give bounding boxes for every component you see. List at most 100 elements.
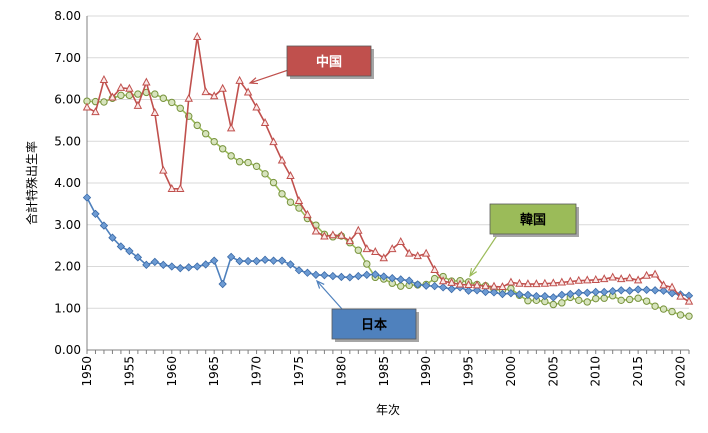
- data-point: [252, 256, 261, 266]
- data-point: [642, 297, 651, 305]
- data-point: [600, 287, 609, 297]
- data-point: [184, 263, 193, 272]
- data-point: [447, 277, 456, 286]
- data-point: [151, 90, 159, 98]
- x-tick-label: 1970: [250, 356, 264, 387]
- data-point: [371, 247, 380, 255]
- series-line: [86, 36, 690, 303]
- data-point: [116, 82, 126, 91]
- data-point: [133, 253, 143, 262]
- data-point: [583, 298, 591, 306]
- data-point: [659, 280, 668, 289]
- data-point: [226, 123, 236, 132]
- data-point: [116, 242, 126, 251]
- data-point: [243, 87, 253, 96]
- data-point: [328, 271, 338, 281]
- y-tick-label: 1.00: [54, 301, 81, 315]
- data-point: [311, 226, 321, 235]
- data-point: [286, 260, 295, 269]
- y-tick-labels: 0.00 1.00 2.00 3.00 4.00 5.00 6.00 7.00 8.00: [54, 9, 81, 357]
- x-tick-label: 2010: [589, 356, 603, 387]
- data-point: [608, 272, 617, 281]
- x-tick-label: 1980: [334, 356, 348, 387]
- data-point: [540, 291, 550, 301]
- data-point: [159, 165, 168, 174]
- data-point: [430, 264, 439, 273]
- data-point: [616, 274, 626, 283]
- data-point: [549, 278, 558, 287]
- data-point: [108, 92, 117, 101]
- data-point: [396, 275, 405, 284]
- data-point: [625, 286, 634, 295]
- series-layer: [82, 32, 694, 320]
- data-point: [167, 262, 176, 271]
- data-point: [515, 290, 524, 299]
- data-point: [599, 274, 609, 283]
- data-point: [617, 286, 626, 295]
- data-point: [269, 137, 278, 146]
- data-point: [455, 279, 465, 288]
- data-point: [218, 83, 227, 92]
- callout: 日本: [315, 279, 419, 342]
- data-point: [379, 253, 388, 262]
- x-tick-label: 1965: [207, 356, 221, 387]
- data-point: [421, 248, 431, 257]
- data-point: [583, 288, 592, 297]
- data-point: [260, 118, 270, 126]
- data-point: [642, 270, 651, 279]
- data-point: [379, 272, 388, 281]
- data-point: [489, 281, 499, 290]
- callout-box: [286, 45, 372, 77]
- data-point: [371, 270, 380, 279]
- axes: [86, 16, 690, 354]
- series-diamond: [82, 193, 694, 302]
- data-point: [667, 289, 677, 298]
- callout-label: 日本: [361, 317, 387, 333]
- data-point: [82, 193, 92, 202]
- data-point: [642, 285, 651, 295]
- data-point: [523, 279, 533, 288]
- callout-arrowhead: [315, 279, 325, 289]
- x-axis-title: 年次: [376, 403, 400, 417]
- data-point: [320, 271, 329, 280]
- data-point: [515, 278, 524, 287]
- data-point: [294, 196, 304, 205]
- data-point: [201, 87, 210, 96]
- data-point: [472, 286, 482, 295]
- data-point: [617, 296, 625, 305]
- data-point: [591, 274, 600, 283]
- data-point: [176, 264, 185, 273]
- data-point: [575, 296, 583, 305]
- x-tick-label: 1990: [419, 356, 433, 387]
- data-point: [388, 244, 397, 253]
- data-point: [396, 237, 405, 245]
- data-point: [574, 275, 584, 284]
- data-point: [150, 257, 159, 267]
- data-point: [532, 279, 541, 288]
- data-point: [252, 162, 261, 171]
- y-tick-label: 2.00: [54, 260, 81, 274]
- data-point: [447, 284, 456, 294]
- y-tick-label: 5.00: [54, 134, 81, 148]
- y-tick-label: 3.00: [54, 218, 81, 232]
- data-point: [472, 280, 482, 289]
- data-point: [277, 155, 287, 164]
- data-point: [243, 256, 253, 266]
- x-tick-label: 2015: [631, 356, 645, 387]
- data-point: [303, 209, 312, 218]
- data-point: [404, 248, 414, 257]
- data-point: [363, 260, 371, 268]
- data-point: [532, 291, 541, 301]
- x-tick-label: 1950: [80, 356, 94, 387]
- data-point: [117, 91, 125, 100]
- data-point: [261, 170, 269, 178]
- callout-box: [331, 308, 417, 340]
- data-point: [184, 93, 193, 102]
- data-point: [286, 198, 295, 206]
- data-point: [413, 251, 422, 260]
- data-point: [227, 152, 235, 160]
- data-point: [464, 280, 473, 288]
- y-tick-label: 6.00: [54, 93, 81, 107]
